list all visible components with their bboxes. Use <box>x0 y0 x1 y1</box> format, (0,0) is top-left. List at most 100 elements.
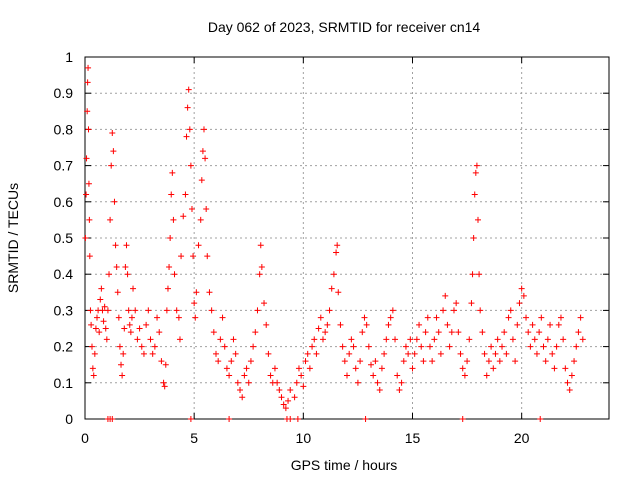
data-point <box>176 336 183 343</box>
data-point <box>354 379 361 386</box>
data-point <box>111 198 118 205</box>
y-tick-label: 0.5 <box>54 230 74 246</box>
data-point <box>195 242 202 249</box>
data-point <box>128 314 135 321</box>
data-point <box>199 148 206 155</box>
data-point <box>398 379 405 386</box>
data-point <box>88 343 95 350</box>
data-point <box>83 191 90 198</box>
data-point <box>185 86 192 93</box>
data-point <box>234 379 241 386</box>
data-point <box>122 263 129 270</box>
data-point <box>106 271 113 278</box>
data-point <box>208 307 215 314</box>
data-point <box>389 307 396 314</box>
data-point <box>109 416 116 422</box>
y-tick-label: 0 <box>65 411 73 427</box>
data-point <box>555 321 562 328</box>
data-point <box>215 358 222 365</box>
data-point <box>313 350 320 357</box>
data-point <box>315 325 322 332</box>
data-point <box>298 372 305 379</box>
data-point <box>459 416 466 422</box>
data-point <box>192 314 199 321</box>
data-point <box>523 314 530 321</box>
data-point <box>125 307 132 314</box>
data-point <box>553 343 560 350</box>
data-point <box>542 358 549 365</box>
data-point <box>433 314 440 321</box>
data-point <box>328 285 335 292</box>
data-point <box>103 336 110 343</box>
data-point <box>130 285 137 292</box>
data-point <box>118 361 125 368</box>
data-point <box>334 242 341 249</box>
data-point <box>198 177 205 184</box>
data-point <box>468 300 475 307</box>
data-point <box>83 155 90 162</box>
data-point <box>455 329 462 336</box>
data-point <box>109 130 116 137</box>
data-point <box>392 336 399 343</box>
data-point <box>488 343 495 350</box>
data-point <box>407 336 414 343</box>
data-point <box>573 343 580 350</box>
data-point <box>376 387 383 394</box>
data-point <box>85 64 92 71</box>
data-point <box>287 387 294 394</box>
data-point <box>560 336 567 343</box>
data-point <box>476 271 483 278</box>
data-point <box>450 307 457 314</box>
data-point <box>481 350 488 357</box>
data-point <box>533 350 540 357</box>
data-point <box>387 314 394 321</box>
data-point <box>127 329 134 336</box>
data-point <box>241 372 248 379</box>
data-point <box>147 336 154 343</box>
data-point <box>85 180 92 187</box>
data-point <box>82 235 89 241</box>
data-point <box>107 216 114 223</box>
data-point <box>161 383 168 390</box>
data-point <box>121 325 128 332</box>
data-point <box>188 206 195 213</box>
data-point <box>160 379 167 386</box>
data-point <box>258 263 265 270</box>
data-point <box>302 358 309 365</box>
data-point <box>154 314 161 321</box>
data-point <box>396 387 403 394</box>
data-point <box>473 162 480 169</box>
data-point <box>115 314 122 321</box>
data-point <box>416 321 423 328</box>
data-point <box>168 191 175 198</box>
data-point <box>256 271 263 278</box>
data-point <box>94 314 101 321</box>
data-point <box>324 321 331 328</box>
data-point <box>123 242 130 249</box>
data-point <box>437 350 444 357</box>
data-point <box>114 289 121 296</box>
data-point <box>411 350 418 357</box>
x-tick-label: 5 <box>190 430 198 446</box>
data-point <box>453 300 460 307</box>
data-point <box>104 307 111 314</box>
data-point <box>359 329 366 336</box>
data-point <box>193 289 200 296</box>
data-point <box>501 329 508 336</box>
data-point <box>124 271 131 278</box>
data-point <box>442 292 449 299</box>
data-point <box>226 416 233 422</box>
data-point <box>190 253 197 260</box>
data-point <box>424 314 431 321</box>
data-point <box>461 372 468 379</box>
data-point <box>370 372 377 379</box>
data-point <box>400 358 407 365</box>
data-point <box>363 321 370 328</box>
data-point <box>294 416 301 422</box>
data-point <box>337 321 344 328</box>
data-point <box>394 372 401 379</box>
data-point <box>309 343 316 350</box>
data-point <box>187 416 194 422</box>
data-point <box>151 343 158 350</box>
